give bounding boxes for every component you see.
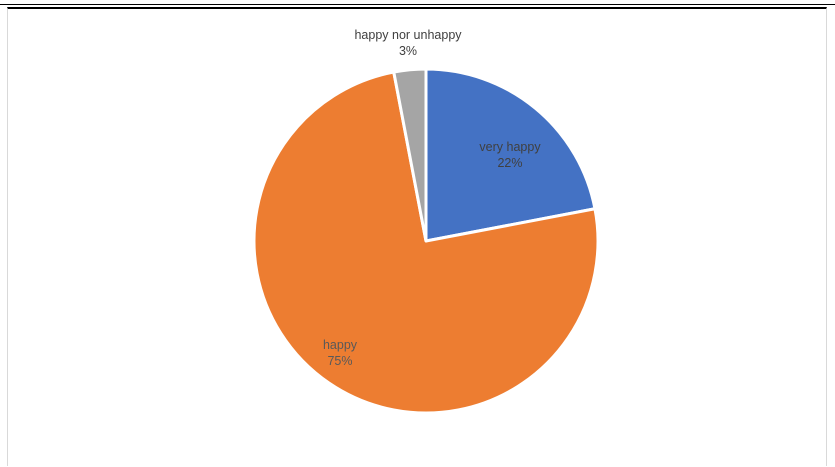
slice-category-label: happy nor unhappy — [354, 28, 462, 42]
slice-category-label: happy — [323, 338, 358, 352]
pie-slice-very-happy — [424, 67, 597, 243]
pie-slice-happy — [252, 70, 600, 415]
slice-value-label: 75% — [327, 354, 352, 368]
slice-category-label: very happy — [479, 140, 541, 154]
slice-value-label: 3% — [399, 44, 417, 58]
pie-slice-happy-nor-unhappy — [392, 67, 428, 243]
slice-value-label: 22% — [497, 156, 522, 170]
pie-slices — [252, 67, 600, 415]
top-rule — [0, 4, 835, 5]
pie-labels: very happy 22% happy 75% happy nor unhappy 3% — [323, 28, 541, 368]
